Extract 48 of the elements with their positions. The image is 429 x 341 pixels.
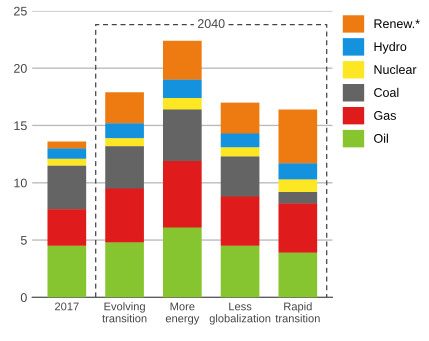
bar <box>220 196 260 246</box>
legend-label: Hydro <box>374 42 406 54</box>
bar <box>162 80 202 98</box>
bar <box>105 92 144 124</box>
x-tick-label: Less globalization <box>210 302 270 325</box>
legend-label: Renew.* <box>374 19 420 28</box>
bar <box>105 138 144 146</box>
x-tick-label: Rapid transition <box>275 302 320 322</box>
bar <box>220 134 260 148</box>
y-tick-label: 20 <box>14 64 27 73</box>
bar <box>105 123 144 138</box>
bar <box>278 179 318 192</box>
bar <box>278 109 318 164</box>
bar <box>220 246 260 298</box>
y-tick-label: 10 <box>14 178 27 188</box>
bar <box>162 227 202 298</box>
y-tick-label: 25 <box>14 6 27 16</box>
bar <box>105 188 144 242</box>
bar <box>47 209 86 246</box>
bar <box>47 148 86 159</box>
bar <box>278 203 318 253</box>
annotation: 2040 <box>198 19 225 28</box>
bar <box>162 109 202 162</box>
bar <box>162 98 202 110</box>
bar <box>220 102 260 134</box>
x-tick-label: More energy <box>166 302 200 325</box>
bar <box>220 147 260 156</box>
legend-label: Coal <box>374 88 398 97</box>
y-tick-label: 15 <box>14 121 27 130</box>
bar <box>47 158 86 166</box>
bar <box>162 161 202 228</box>
bar <box>220 156 260 197</box>
y-tick-label: 0 <box>20 293 27 302</box>
bar <box>278 192 318 204</box>
legend-label: Nuclear <box>374 64 416 74</box>
bar <box>105 146 144 189</box>
bar <box>47 142 86 148</box>
bar <box>47 166 86 210</box>
bar <box>278 163 318 180</box>
x-tick-label: Evolving transition <box>102 302 146 322</box>
legend-label: Oil <box>374 134 388 143</box>
y-tick-label: 5 <box>20 236 27 245</box>
x-tick-label: 2017 <box>55 302 79 310</box>
bar <box>105 242 144 298</box>
legend-label: Gas <box>374 111 396 120</box>
bar <box>162 40 202 80</box>
bar <box>278 252 318 298</box>
bar <box>47 246 86 298</box>
